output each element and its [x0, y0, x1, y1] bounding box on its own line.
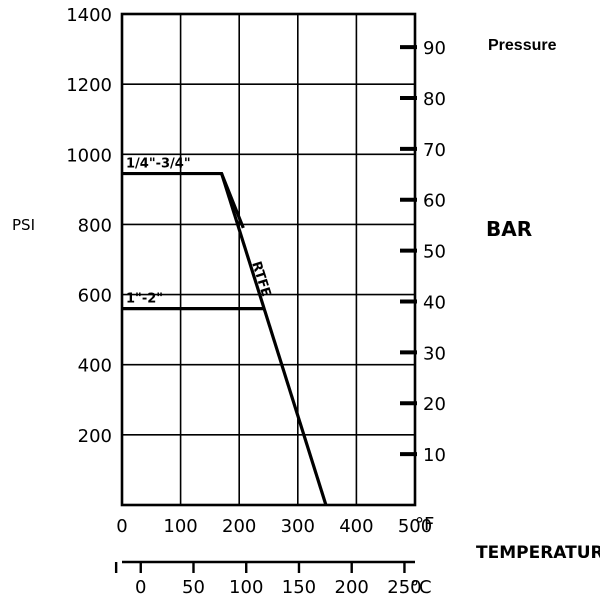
bar-tick-label: 80 [423, 89, 446, 110]
bar-tick-label: 20 [423, 394, 446, 415]
c-tick-label: 0 [135, 577, 146, 598]
bar-tick-label: 60 [423, 191, 446, 212]
tick-labels: 2004006008001000120014001020304050607080… [66, 5, 446, 598]
f-tick-label: 400 [339, 516, 373, 537]
rating-curves [122, 171, 328, 506]
bar-tick-label: 70 [423, 140, 446, 161]
series-line [220, 173, 328, 506]
bar-tick-label: 40 [423, 292, 446, 313]
c-tick-label: 50 [182, 577, 205, 598]
plot-frame [114, 12, 417, 573]
f-tick-label: 300 [281, 516, 315, 537]
plot-border [120, 12, 417, 507]
f-tick-label: 100 [163, 516, 197, 537]
bar-tick-label: 90 [423, 38, 446, 59]
bar-tick-label: 50 [423, 242, 446, 263]
psi-tick-label: 800 [78, 215, 112, 236]
series-label: RTFE [248, 260, 273, 299]
right-axis-label: BAR [486, 217, 532, 241]
series-label: 1/4"-3/4" [126, 157, 191, 172]
x-axis-label: TEMPERATURE [476, 543, 600, 563]
c-tick-label: 150 [282, 577, 316, 598]
psi-tick-label: 1200 [66, 75, 112, 96]
psi-tick-label: 600 [78, 286, 112, 307]
left-axis-label: PSI [12, 216, 35, 234]
psi-tick-label: 400 [78, 356, 112, 377]
c-tick-label: 250 [387, 577, 421, 598]
c-tick-label: 100 [229, 577, 263, 598]
psi-tick-label: 1400 [66, 5, 112, 26]
x-unit-f: °F [415, 514, 434, 535]
f-tick-label: 500 [398, 516, 432, 537]
bar-tick-label: 10 [423, 445, 446, 466]
f-tick-label: 200 [222, 516, 256, 537]
psi-tick-label: 200 [78, 426, 112, 447]
psi-tick-label: 1000 [66, 145, 112, 166]
bar-tick-label: 30 [423, 343, 446, 364]
chart-title: Pressure [488, 37, 557, 54]
f-tick-label: 0 [116, 516, 127, 537]
x-unit-c: °C [410, 577, 432, 598]
c-tick-label: 200 [335, 577, 369, 598]
grid [122, 13, 415, 505]
series-label: 1"-2" [126, 292, 163, 307]
